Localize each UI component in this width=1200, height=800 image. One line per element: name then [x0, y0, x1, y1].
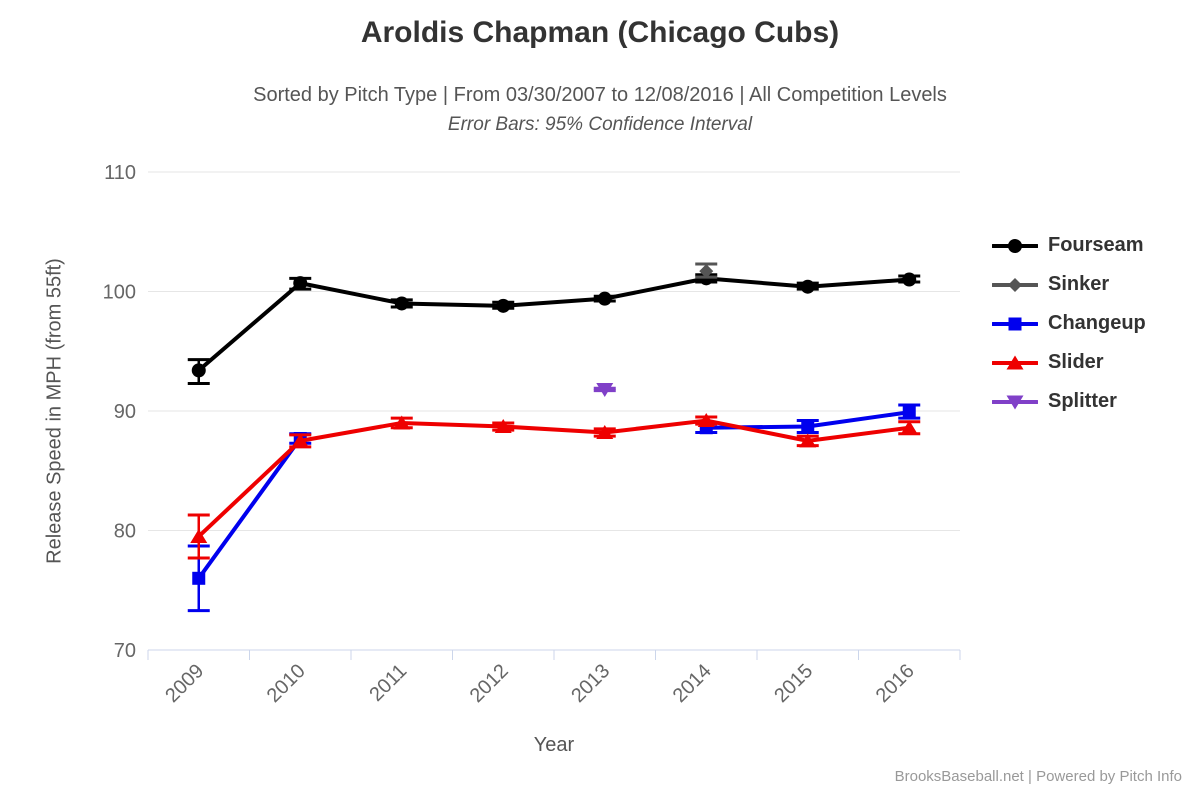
y-tick-label: 100: [103, 282, 136, 304]
legend-item-sinker[interactable]: Sinker: [992, 265, 1146, 304]
data-point-marker[interactable]: [1008, 317, 1022, 330]
legend-label: Fourseam: [1048, 234, 1144, 256]
legend-item-slider[interactable]: Slider: [992, 343, 1146, 382]
x-tick-label: 2010: [263, 660, 310, 707]
y-tick-label: 110: [104, 162, 136, 184]
x-tick-labels: 2009 2010 2011 2012 2013 2014 2015 2016: [161, 660, 919, 707]
data-point-marker[interactable]: [900, 420, 918, 435]
series-splitter: [593, 382, 616, 397]
legend-label: Slider: [1048, 351, 1104, 373]
y-tick-label: 80: [114, 521, 136, 543]
data-point-marker[interactable]: [800, 279, 815, 294]
legend-item-changeup[interactable]: Changeup: [992, 304, 1146, 343]
square-legend-icon: [992, 317, 1038, 330]
data-point-marker[interactable]: [1008, 277, 1022, 292]
series-line: [196, 436, 303, 581]
x-tick-label: 2014: [669, 660, 716, 707]
data-point-marker[interactable]: [190, 528, 208, 543]
y-axis-title: Release Speed in MPH (from 55ft): [43, 258, 66, 564]
legend-label: Sinker: [1048, 273, 1110, 295]
data-point-marker[interactable]: [801, 420, 815, 434]
series-slider: [187, 413, 921, 560]
data-point-marker[interactable]: [291, 433, 309, 448]
data-point-marker[interactable]: [1008, 238, 1022, 253]
data-point-marker[interactable]: [1006, 355, 1024, 369]
chart-subtitle: Sorted by Pitch Type | From 03/30/2007 t…: [253, 84, 947, 106]
chart-subtitle-error-bars: Error Bars: 95% Confidence Interval: [447, 114, 753, 135]
x-axis-title: Year: [533, 734, 575, 756]
data-point-marker[interactable]: [393, 415, 411, 430]
x-tick-label: 2009: [161, 660, 208, 707]
x-tick-label: 2011: [365, 660, 411, 706]
gridlines: [148, 171, 960, 531]
y-tick-label: 90: [114, 401, 136, 423]
diamond-legend-icon: [992, 277, 1038, 292]
triangle-down-legend-icon: [992, 395, 1038, 409]
series-sinker: [695, 262, 718, 279]
data-point-marker[interactable]: [597, 291, 612, 306]
legend: Fourseam Sinker Changeup Slider Splitter: [992, 226, 1146, 421]
legend-label: Splitter: [1048, 390, 1117, 412]
data-point-marker[interactable]: [699, 264, 714, 279]
legend-item-splitter[interactable]: Splitter: [992, 382, 1146, 421]
chart-title: Aroldis Chapman (Chicago Cubs): [360, 16, 840, 49]
data-point-marker[interactable]: [293, 276, 308, 291]
legend-item-fourseam[interactable]: Fourseam: [992, 226, 1146, 265]
circle-legend-icon: [992, 238, 1038, 253]
data-point-marker[interactable]: [1006, 395, 1024, 409]
series-fourseam: [187, 271, 921, 386]
data-point-marker[interactable]: [596, 425, 614, 440]
data-point-marker[interactable]: [697, 413, 715, 428]
data-point-marker[interactable]: [394, 296, 409, 311]
y-tick-label: 70: [114, 640, 136, 662]
triangle-up-legend-icon: [992, 355, 1038, 369]
legend-label: Changeup: [1048, 312, 1146, 334]
data-point-marker[interactable]: [191, 363, 206, 378]
y-tick-labels: 110 100 90 80 70: [103, 162, 136, 662]
x-tick-label: 2016: [872, 660, 919, 707]
x-axis: [147, 649, 961, 660]
series-line: [196, 418, 912, 539]
data-point-marker[interactable]: [799, 433, 817, 448]
x-tick-label: 2012: [466, 660, 513, 707]
data-point-marker[interactable]: [496, 298, 511, 313]
series-line: [196, 276, 912, 373]
data-point-marker[interactable]: [902, 272, 917, 287]
footer-credit: BrooksBaseball.net | Powered by Pitch In…: [894, 768, 1182, 785]
x-tick-label: 2013: [567, 660, 614, 707]
data-point-marker[interactable]: [192, 571, 206, 585]
data-point-marker[interactable]: [494, 419, 512, 434]
x-tick-label: 2015: [770, 660, 817, 707]
data-point-marker[interactable]: [596, 382, 614, 397]
data-point-marker[interactable]: [902, 405, 916, 419]
